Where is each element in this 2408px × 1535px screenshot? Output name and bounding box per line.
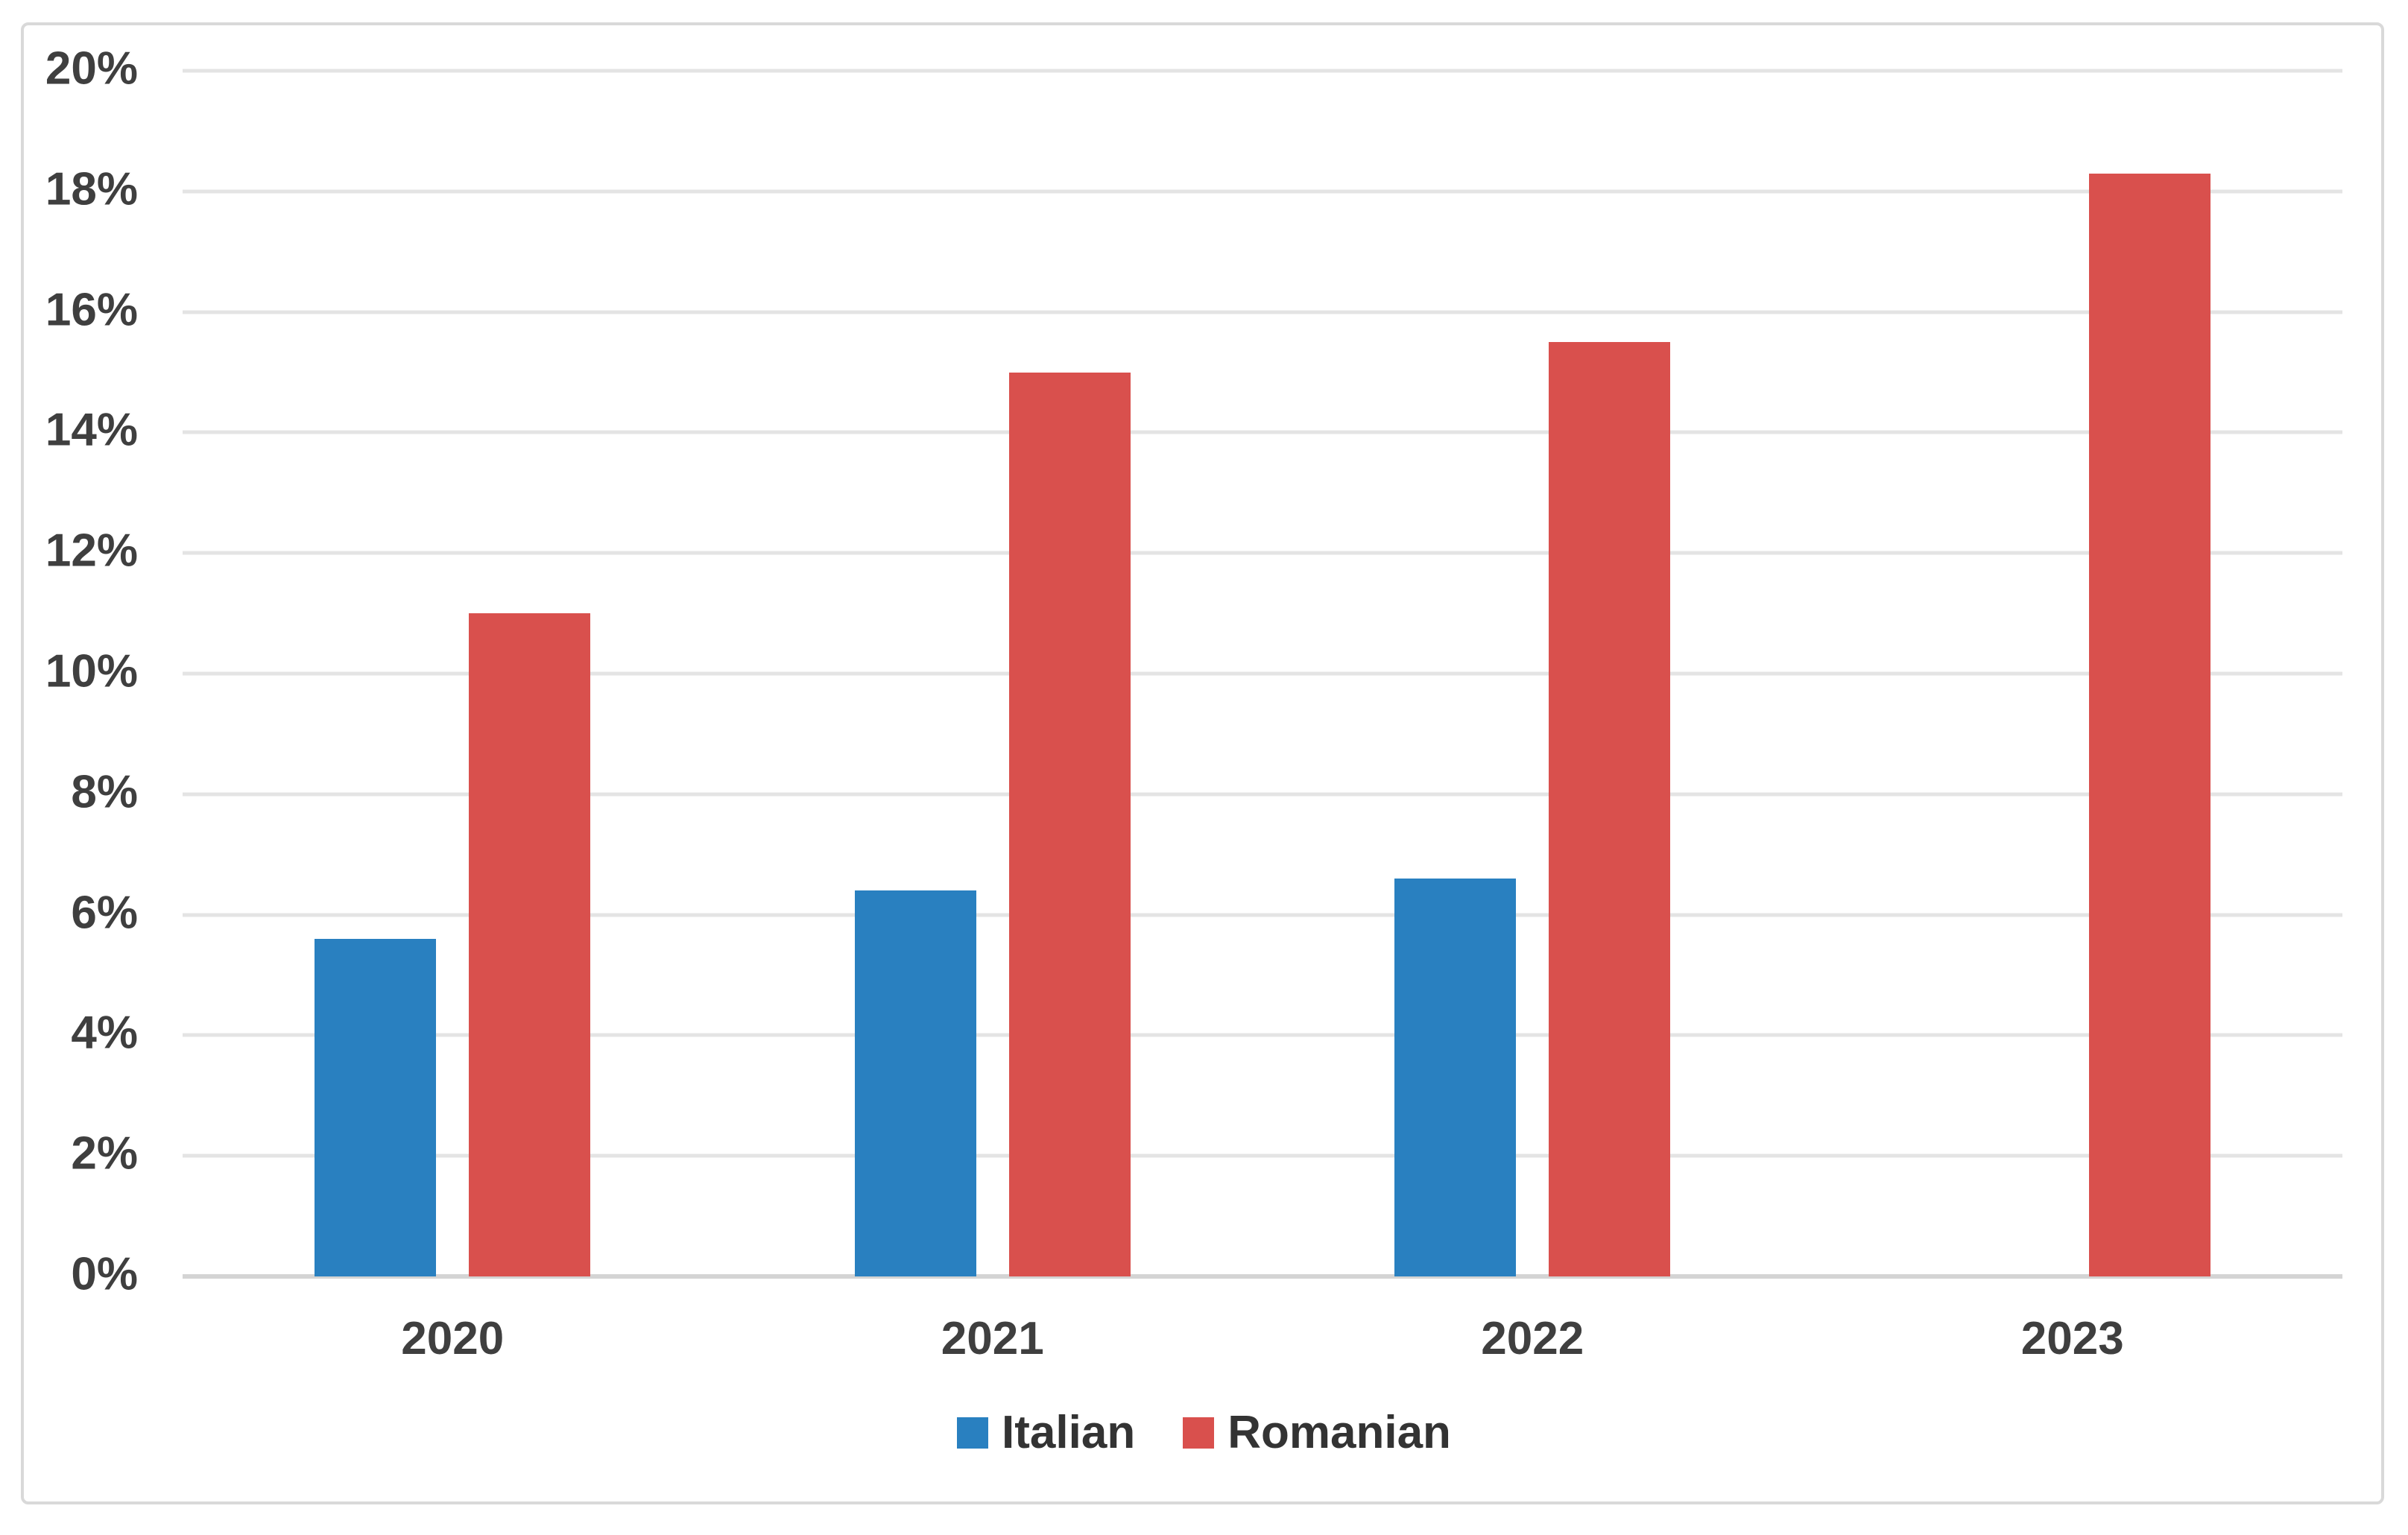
bar-italian-2020: [315, 938, 437, 1276]
bar-italian-2021: [854, 890, 976, 1276]
x-axis-line: [183, 1274, 2342, 1279]
gridline: [183, 1033, 2342, 1037]
gridline: [183, 430, 2342, 434]
y-axis-tick-label: 20%: [45, 42, 138, 95]
legend-label: Romanian: [1227, 1407, 1451, 1458]
gridline: [183, 551, 2342, 555]
gridline: [183, 671, 2342, 676]
gridline: [183, 913, 2342, 917]
legend-item-romanian: Romanian: [1183, 1410, 1451, 1456]
legend-label: Italian: [1002, 1407, 1136, 1458]
x-axis-tick-label: 2022: [1481, 1313, 1584, 1364]
gridline: [183, 792, 2342, 797]
y-axis-tick-label: 2%: [71, 1127, 138, 1180]
bar-romanian-2023: [2088, 173, 2211, 1276]
x-axis-tick-label: 2023: [2020, 1313, 2124, 1364]
legend-item-italian: Italian: [957, 1410, 1135, 1456]
bar-romanian-2020: [469, 613, 591, 1276]
y-axis-tick-label: 4%: [71, 1007, 138, 1059]
y-axis-tick-label: 18%: [45, 163, 138, 215]
y-axis-tick-label: 6%: [71, 887, 138, 939]
x-axis-tick-label: 2021: [941, 1313, 1044, 1364]
y-axis-tick-label: 14%: [45, 404, 138, 456]
x-axis-tick-label: 2020: [401, 1313, 505, 1364]
legend-swatch-italian: [957, 1417, 989, 1449]
bar-italian-2022: [1394, 879, 1517, 1276]
legend-swatch-romanian: [1183, 1417, 1215, 1449]
y-axis-tick-label: 10%: [45, 645, 138, 697]
chart-frame: [21, 22, 2384, 1504]
gridline: [183, 1153, 2342, 1158]
legend: Italian Romanian: [0, 1410, 2408, 1456]
gridline: [183, 189, 2342, 194]
gridline: [183, 310, 2342, 314]
bar-romanian-2022: [1549, 342, 1671, 1276]
y-axis-tick-label: 8%: [71, 766, 138, 818]
bar-romanian-2021: [1008, 372, 1131, 1276]
y-axis-tick-label: 16%: [45, 284, 138, 336]
y-axis-tick-label: 0%: [71, 1248, 138, 1300]
y-axis-tick-label: 12%: [45, 525, 138, 577]
gridline: [183, 69, 2342, 73]
